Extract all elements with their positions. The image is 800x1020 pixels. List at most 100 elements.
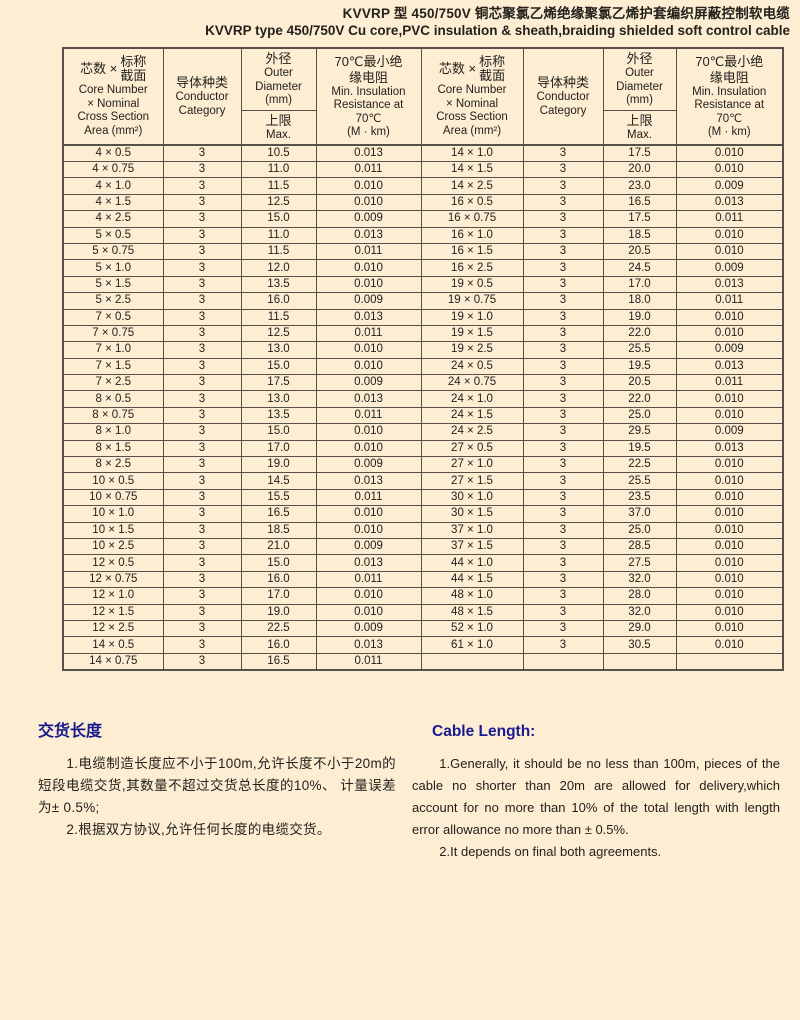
- cell-conductor-category: 3: [162, 275, 242, 294]
- spec-row: 4 × 2.5 3 15.0 0.009 16 × 0.75 3 17.5 0.011: [62, 210, 784, 228]
- cell-insulation-resistance: 0.013: [315, 472, 422, 490]
- header-conductor-category-right: 导体种类 Conductor Category: [522, 47, 604, 146]
- header-line: Conductor: [536, 91, 590, 103]
- delivery-length-notes: 交货长度 1.电缆制造长度应不小于100m,允许长度不小于20m的短段电缆交货,…: [0, 723, 800, 863]
- header-line: (mm): [265, 94, 292, 106]
- cell-outer-diameter: 11.5: [240, 242, 317, 261]
- cell-outer-diameter: 18.5: [240, 521, 317, 539]
- cell-conductor-category: 3: [162, 423, 242, 441]
- cell-outer-diameter: 13.0: [240, 341, 317, 359]
- cell-conductor-category: 3: [522, 374, 604, 392]
- cell-conductor-category: 3: [522, 144, 604, 162]
- header-line: Resistance at: [333, 99, 404, 111]
- cell-insulation-resistance: 0.010: [675, 242, 784, 261]
- cell-core-spec: 5 × 0.5: [62, 226, 164, 244]
- cell-outer-diameter: 12.5: [240, 193, 317, 212]
- cell-insulation-resistance: 0.011: [675, 292, 784, 310]
- cell-outer-diameter: 29.0: [602, 619, 677, 638]
- cell-insulation-resistance: 0.011: [315, 488, 422, 507]
- cell-outer-diameter: 20.5: [602, 374, 677, 392]
- header-line: 上限: [626, 112, 653, 128]
- header-stack: 标称 截面: [120, 55, 146, 83]
- cell-conductor-category: 3: [522, 423, 604, 441]
- spec-row: 14 × 0.5 3 16.0 0.013 61 × 1.0 3 30.5 0.010: [62, 636, 784, 654]
- cell-insulation-resistance: 0.010: [315, 603, 422, 621]
- header-line: Max.: [627, 128, 652, 141]
- cell-conductor-category: 3: [162, 259, 242, 277]
- cell-core-spec: 10 × 1.0: [62, 505, 164, 523]
- cable-spec-table: 芯数 × 标称 截面 Core Number × Nominal Cross S…: [62, 47, 784, 671]
- spec-row: 12 × 1.0 3 17.0 0.010 48 × 1.0 3 28.0 0.010: [62, 587, 784, 605]
- header-stack: 标称 截面: [479, 55, 505, 83]
- header-line: 标称: [120, 54, 147, 69]
- cell-conductor-category: 3: [522, 292, 604, 310]
- header-outer-diameter-left: 外径 Outer Diameter (mm): [240, 47, 317, 111]
- spec-row: 8 × 0.75 3 13.5 0.011 24 × 1.5 3 25.0 0.010: [62, 406, 784, 425]
- spec-row: 8 × 0.5 3 13.0 0.013 24 × 1.0 3 22.0 0.010: [62, 390, 784, 408]
- cell-conductor-category: 3: [162, 472, 242, 490]
- cell-insulation-resistance: 0.010: [315, 341, 422, 359]
- cell-core-spec: 24 × 0.75: [420, 374, 524, 392]
- document-title: KVVRP 型 450/750V 铜芯聚氯乙烯绝缘聚氯乙烯护套编织屏蔽控制软电缆…: [0, 0, 800, 39]
- spec-row: 10 × 0.5 3 14.5 0.013 27 × 1.5 3 25.5 0.010: [62, 472, 784, 490]
- table-header: 芯数 × 标称 截面 Core Number × Nominal Cross S…: [62, 47, 784, 146]
- header-insulation-resistance-left: 70℃最小绝 缘电阻 Min. Insulation Resistance at…: [315, 47, 422, 146]
- cell-core-spec: 14 × 1.0: [420, 144, 524, 162]
- cell-insulation-resistance: 0.013: [315, 226, 422, 244]
- spec-table-body: 4 × 0.5 3 10.5 0.013 14 × 1.0 3 17.5 0.010 4 × 0…: [62, 144, 784, 671]
- cell-insulation-resistance: 0.013: [675, 439, 784, 458]
- cell-core-spec: 37 × 1.0: [420, 521, 524, 539]
- cell-outer-diameter: 17.5: [602, 210, 677, 228]
- cell-conductor-category: 3: [522, 160, 604, 179]
- cell-outer-diameter: 27.5: [602, 554, 677, 572]
- cell-core-spec: 8 × 0.5: [62, 390, 164, 408]
- cell-core-spec: 30 × 1.0: [420, 488, 524, 507]
- cell-core-spec: 7 × 1.5: [62, 357, 164, 376]
- cell-conductor-category: 3: [162, 505, 242, 523]
- cell-outer-diameter: 16.0: [240, 636, 317, 654]
- header-line: Conductor: [175, 91, 229, 103]
- header-line: 70℃: [355, 112, 382, 125]
- header-line: Area (mm²): [442, 124, 502, 137]
- cell-outer-diameter: 18.0: [602, 292, 677, 310]
- cell-conductor-category: 3: [162, 570, 242, 589]
- cell-conductor-category: 3: [162, 308, 242, 326]
- header-line: Diameter: [616, 80, 663, 93]
- cell-insulation-resistance: 0.009: [315, 456, 422, 474]
- cell-core-spec: 8 × 1.0: [62, 423, 164, 441]
- cell-conductor-category: 3: [522, 308, 604, 326]
- notes-cn-paragraph-1: 1.电缆制造长度应不小于100m,允许长度不小于20m的短段电缆交货,其数量不超…: [38, 755, 396, 815]
- spec-row: 12 × 1.5 3 19.0 0.010 48 × 1.5 3 32.0 0.010: [62, 603, 784, 621]
- cell-core-spec: 16 × 1.5: [420, 242, 524, 261]
- cell-core-spec: 52 × 1.0: [420, 619, 524, 638]
- header-line: 导体种类: [536, 75, 589, 90]
- cell-conductor-category: 3: [522, 619, 604, 638]
- spec-row: 5 × 0.5 3 11.0 0.013 16 × 1.0 3 18.5 0.010: [62, 226, 784, 244]
- header-line: Outer: [264, 67, 293, 79]
- cell-core-spec: 12 × 0.5: [62, 554, 164, 572]
- title-english: KVVRP type 450/750V Cu core,PVC insulati…: [205, 23, 790, 38]
- cell-insulation-resistance: 0.013: [675, 357, 784, 376]
- cell-core-spec: 44 × 1.0: [420, 554, 524, 572]
- cell-outer-diameter: 15.5: [240, 488, 317, 507]
- header-outer-diameter-right: 外径 Outer Diameter (mm): [602, 47, 677, 111]
- spec-row: 4 × 0.5 3 10.5 0.013 14 × 1.0 3 17.5 0.010: [62, 144, 784, 162]
- cell-conductor-category: 3: [162, 406, 242, 425]
- notes-chinese: 交货长度 1.电缆制造长度应不小于100m,允许长度不小于20m的短段电缆交货,…: [38, 723, 396, 863]
- cell-core-spec: 30 × 1.5: [420, 505, 524, 523]
- header-line: Category: [178, 104, 226, 117]
- cell-conductor-category: 3: [162, 210, 242, 228]
- header-line: Max.: [266, 128, 291, 141]
- cell-core-spec: 10 × 0.75: [62, 488, 164, 507]
- cell-conductor-category: 3: [522, 603, 604, 621]
- cell-core-spec: 10 × 1.5: [62, 521, 164, 539]
- header-line: Category: [539, 104, 587, 117]
- cell-core-spec: 7 × 1.0: [62, 341, 164, 359]
- cell-insulation-resistance: 0.010: [675, 160, 784, 179]
- cell-core-spec: 19 × 1.5: [420, 324, 524, 343]
- cell-insulation-resistance: [675, 652, 784, 671]
- cell-insulation-resistance: 0.010: [675, 390, 784, 408]
- cell-conductor-category: 3: [522, 226, 604, 244]
- cell-insulation-resistance: 0.010: [315, 521, 422, 539]
- header-line: 上限: [265, 112, 292, 128]
